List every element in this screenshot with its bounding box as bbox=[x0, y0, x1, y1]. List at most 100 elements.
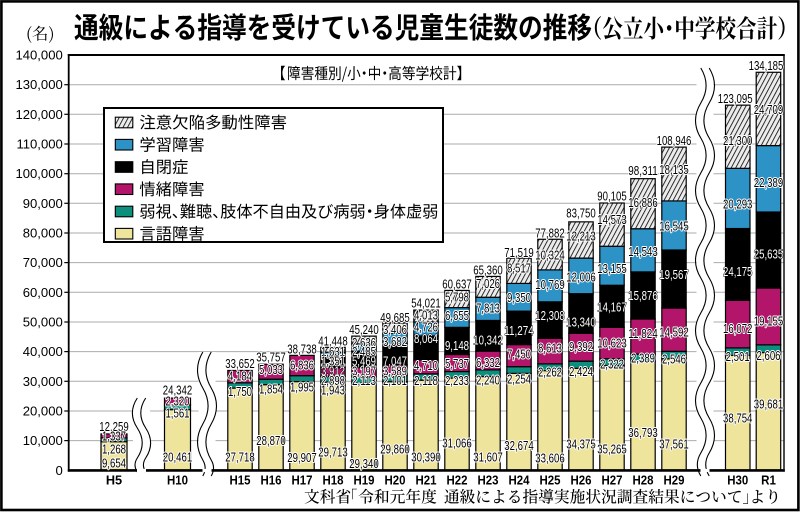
svg-text:1,351: 1,351 bbox=[321, 355, 345, 369]
svg-text:9,148: 9,148 bbox=[445, 339, 469, 353]
svg-text:H15: H15 bbox=[230, 473, 251, 488]
svg-text:10,000: 10,000 bbox=[23, 433, 63, 448]
svg-text:110,000: 110,000 bbox=[16, 137, 62, 152]
svg-text:30,000: 30,000 bbox=[23, 374, 63, 389]
svg-text:20,000: 20,000 bbox=[23, 404, 63, 419]
svg-text:5,469: 5,469 bbox=[352, 355, 376, 369]
svg-text:31,607: 31,607 bbox=[473, 451, 502, 465]
svg-text:33,652: 33,652 bbox=[225, 357, 254, 371]
svg-text:80,000: 80,000 bbox=[23, 226, 63, 241]
svg-text:39,681: 39,681 bbox=[754, 398, 783, 412]
svg-text:16,545: 16,545 bbox=[659, 219, 688, 233]
svg-text:9,654: 9,654 bbox=[102, 457, 126, 471]
svg-text:5,798: 5,798 bbox=[445, 290, 469, 304]
svg-text:H16: H16 bbox=[261, 473, 282, 488]
svg-text:21,300: 21,300 bbox=[723, 134, 752, 148]
svg-text:12,259: 12,259 bbox=[99, 420, 128, 434]
svg-text:29,713: 29,713 bbox=[318, 446, 347, 460]
svg-text:12,006: 12,006 bbox=[566, 271, 595, 285]
svg-text:19,155: 19,155 bbox=[754, 315, 783, 329]
svg-text:40,000: 40,000 bbox=[23, 344, 63, 359]
svg-text:12,213: 12,213 bbox=[566, 230, 595, 244]
svg-text:10,623: 10,623 bbox=[597, 336, 626, 350]
svg-text:0: 0 bbox=[56, 463, 63, 478]
svg-text:10,324: 10,324 bbox=[535, 249, 564, 263]
svg-text:14,167: 14,167 bbox=[597, 301, 626, 315]
svg-text:14,592: 14,592 bbox=[659, 326, 688, 340]
svg-text:50,000: 50,000 bbox=[23, 315, 63, 330]
svg-text:2,262: 2,262 bbox=[538, 366, 562, 380]
svg-text:28,870: 28,870 bbox=[256, 434, 285, 448]
svg-text:8,517: 8,517 bbox=[507, 262, 531, 276]
svg-text:2,636: 2,636 bbox=[352, 336, 376, 350]
svg-text:9,350: 9,350 bbox=[507, 291, 531, 305]
svg-text:2,424: 2,424 bbox=[569, 365, 593, 379]
svg-text:5,033: 5,033 bbox=[259, 363, 283, 377]
svg-text:7,026: 7,026 bbox=[476, 277, 500, 291]
svg-text:71,519: 71,519 bbox=[504, 246, 533, 260]
svg-text:16,886: 16,886 bbox=[628, 196, 657, 210]
svg-text:32,674: 32,674 bbox=[504, 439, 533, 453]
svg-text:45,240: 45,240 bbox=[349, 323, 378, 337]
svg-text:7,813: 7,813 bbox=[476, 301, 500, 315]
svg-text:H26: H26 bbox=[571, 473, 592, 488]
svg-text:H17: H17 bbox=[292, 473, 313, 488]
svg-text:1,268: 1,268 bbox=[102, 443, 126, 457]
svg-text:33,606: 33,606 bbox=[535, 452, 564, 466]
svg-text:8,613: 8,613 bbox=[538, 341, 562, 355]
svg-text:9,392: 9,392 bbox=[569, 340, 593, 354]
svg-text:7,047: 7,047 bbox=[383, 355, 407, 369]
svg-text:34,375: 34,375 bbox=[566, 438, 595, 452]
svg-text:20,293: 20,293 bbox=[723, 198, 752, 212]
svg-text:1,337: 1,337 bbox=[102, 430, 126, 444]
svg-text:35,265: 35,265 bbox=[597, 443, 626, 457]
svg-text:H24: H24 bbox=[509, 473, 531, 488]
svg-text:1,854: 1,854 bbox=[259, 382, 283, 396]
svg-text:22,389: 22,389 bbox=[754, 176, 783, 190]
svg-text:6,655: 6,655 bbox=[445, 309, 469, 323]
svg-text:140,000: 140,000 bbox=[15, 48, 62, 63]
svg-text:H20: H20 bbox=[385, 473, 406, 488]
svg-text:2,501: 2,501 bbox=[726, 350, 750, 364]
svg-text:90,105: 90,105 bbox=[597, 189, 626, 203]
svg-text:3,589: 3,589 bbox=[383, 364, 407, 378]
svg-text:100,000: 100,000 bbox=[15, 166, 62, 181]
svg-text:H28: H28 bbox=[633, 473, 654, 488]
svg-text:2,118: 2,118 bbox=[414, 374, 438, 388]
svg-text:4,710: 4,710 bbox=[414, 359, 438, 373]
svg-text:2,485: 2,485 bbox=[352, 345, 376, 359]
svg-text:20,461: 20,461 bbox=[163, 450, 192, 464]
svg-text:29,340: 29,340 bbox=[349, 457, 378, 471]
svg-text:24,709: 24,709 bbox=[754, 103, 783, 117]
svg-text:1,750: 1,750 bbox=[228, 385, 252, 399]
svg-text:2,113: 2,113 bbox=[352, 374, 376, 388]
svg-text:60,000: 60,000 bbox=[23, 285, 63, 300]
svg-text:30,390: 30,390 bbox=[411, 450, 440, 464]
svg-text:65,360: 65,360 bbox=[473, 264, 502, 278]
svg-text:29,860: 29,860 bbox=[380, 443, 409, 457]
svg-text:2,389: 2,389 bbox=[631, 352, 655, 366]
svg-text:12,308: 12,308 bbox=[535, 309, 564, 323]
svg-text:130,000: 130,000 bbox=[15, 77, 62, 92]
svg-text:H23: H23 bbox=[478, 473, 499, 488]
svg-text:10,769: 10,769 bbox=[535, 278, 564, 292]
svg-text:49,685: 49,685 bbox=[380, 311, 409, 325]
svg-text:13,340: 13,340 bbox=[566, 316, 595, 330]
svg-text:1,561: 1,561 bbox=[165, 406, 189, 420]
svg-text:31,066: 31,066 bbox=[442, 437, 471, 451]
svg-text:18,135: 18,135 bbox=[659, 163, 688, 177]
svg-text:14,543: 14,543 bbox=[628, 245, 657, 259]
svg-text:37,561: 37,561 bbox=[659, 438, 688, 452]
svg-text:35,757: 35,757 bbox=[256, 351, 285, 365]
svg-text:2,233: 2,233 bbox=[445, 374, 469, 388]
svg-text:H10: H10 bbox=[167, 473, 188, 488]
svg-text:60,637: 60,637 bbox=[442, 278, 471, 292]
svg-text:R1: R1 bbox=[761, 473, 776, 488]
svg-text:24,342: 24,342 bbox=[163, 384, 192, 398]
svg-text:7,450: 7,450 bbox=[507, 348, 531, 362]
svg-text:29,907: 29,907 bbox=[287, 451, 316, 465]
svg-text:27,718: 27,718 bbox=[225, 451, 254, 465]
svg-text:11,824: 11,824 bbox=[628, 327, 657, 341]
svg-text:120,000: 120,000 bbox=[15, 107, 62, 122]
svg-text:6,332: 6,332 bbox=[476, 356, 500, 370]
